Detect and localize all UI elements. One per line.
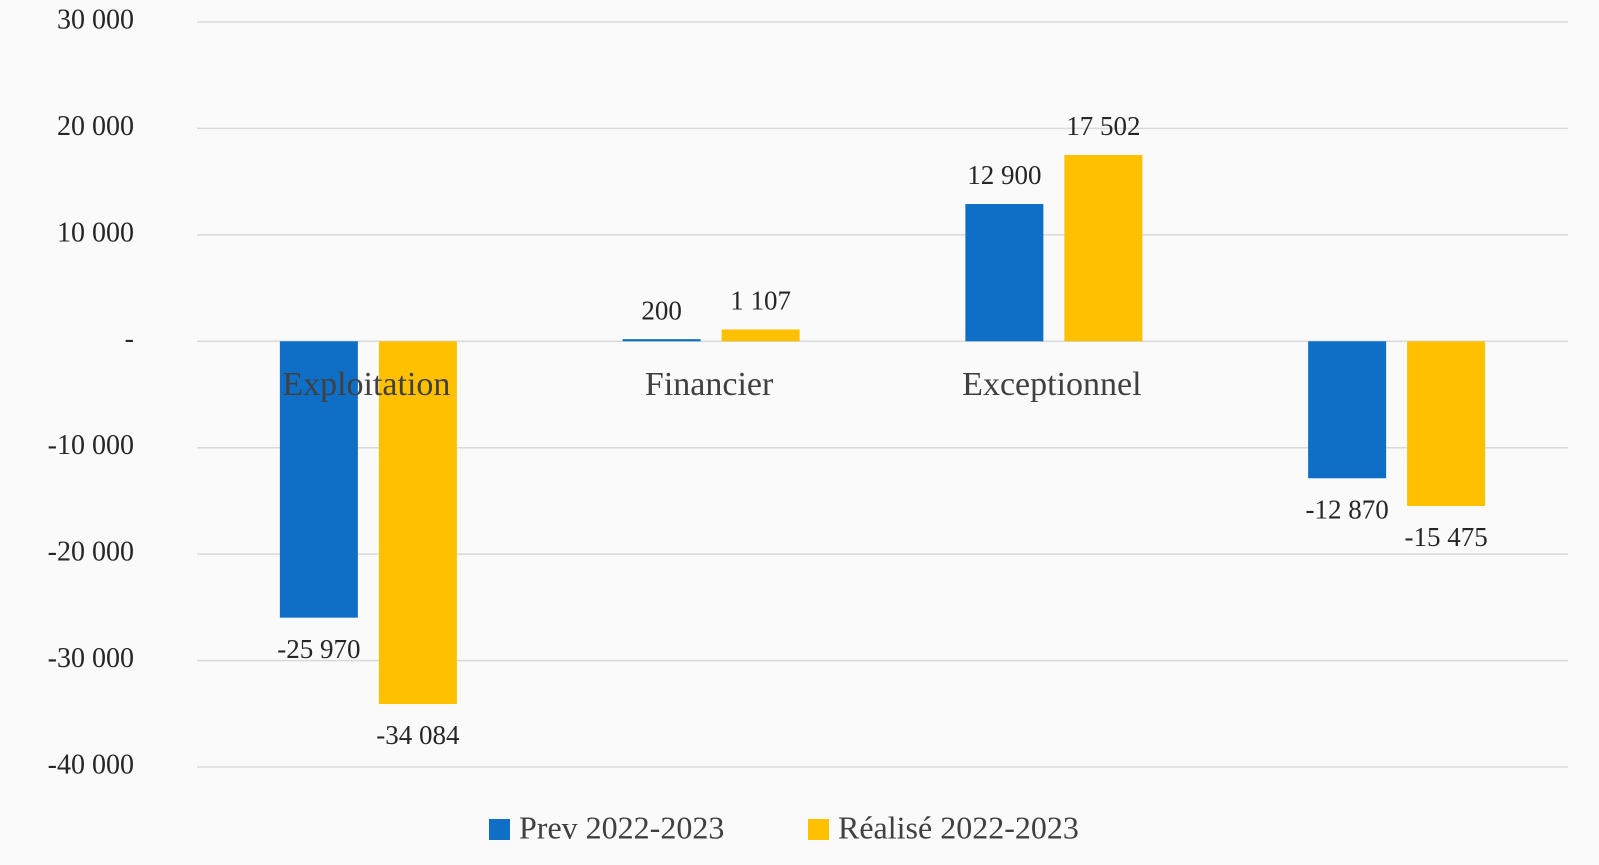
- bar: [1064, 155, 1143, 342]
- data-label: 1 107: [730, 286, 791, 316]
- bar: [721, 329, 800, 342]
- bar: [1407, 341, 1486, 506]
- y-tick-label: 20 000: [57, 111, 134, 142]
- y-tick-label: -30 000: [48, 643, 134, 674]
- bar: [1308, 341, 1387, 479]
- legend-swatch: [489, 819, 510, 840]
- y-tick-label: -20 000: [48, 537, 134, 568]
- y-tick-label: -: [125, 324, 134, 355]
- data-label: -25 970: [277, 634, 360, 664]
- x-tick-label: Exploitation: [282, 366, 450, 403]
- y-tick-label: -40 000: [48, 749, 134, 780]
- legend-label: Réalisé 2022-2023: [838, 809, 1079, 845]
- x-tick-label: Exceptionnel: [962, 366, 1141, 403]
- data-label: 200: [641, 295, 682, 325]
- data-label: 17 502: [1066, 111, 1140, 141]
- bar: [279, 341, 358, 618]
- legend-swatch: [808, 819, 829, 840]
- data-label: -15 475: [1405, 522, 1488, 552]
- x-tick-label: Financier: [645, 366, 774, 403]
- y-tick-label: 30 000: [57, 4, 134, 35]
- y-tick-label: -10 000: [48, 430, 134, 461]
- data-label: -34 084: [376, 720, 460, 750]
- data-label: -12 870: [1306, 494, 1389, 524]
- bar: [965, 203, 1044, 342]
- y-tick-label: 10 000: [57, 217, 134, 248]
- data-label: 12 900: [967, 160, 1041, 190]
- legend-label: Prev 2022-2023: [519, 809, 724, 845]
- bar: [622, 339, 701, 342]
- bar: [378, 341, 457, 705]
